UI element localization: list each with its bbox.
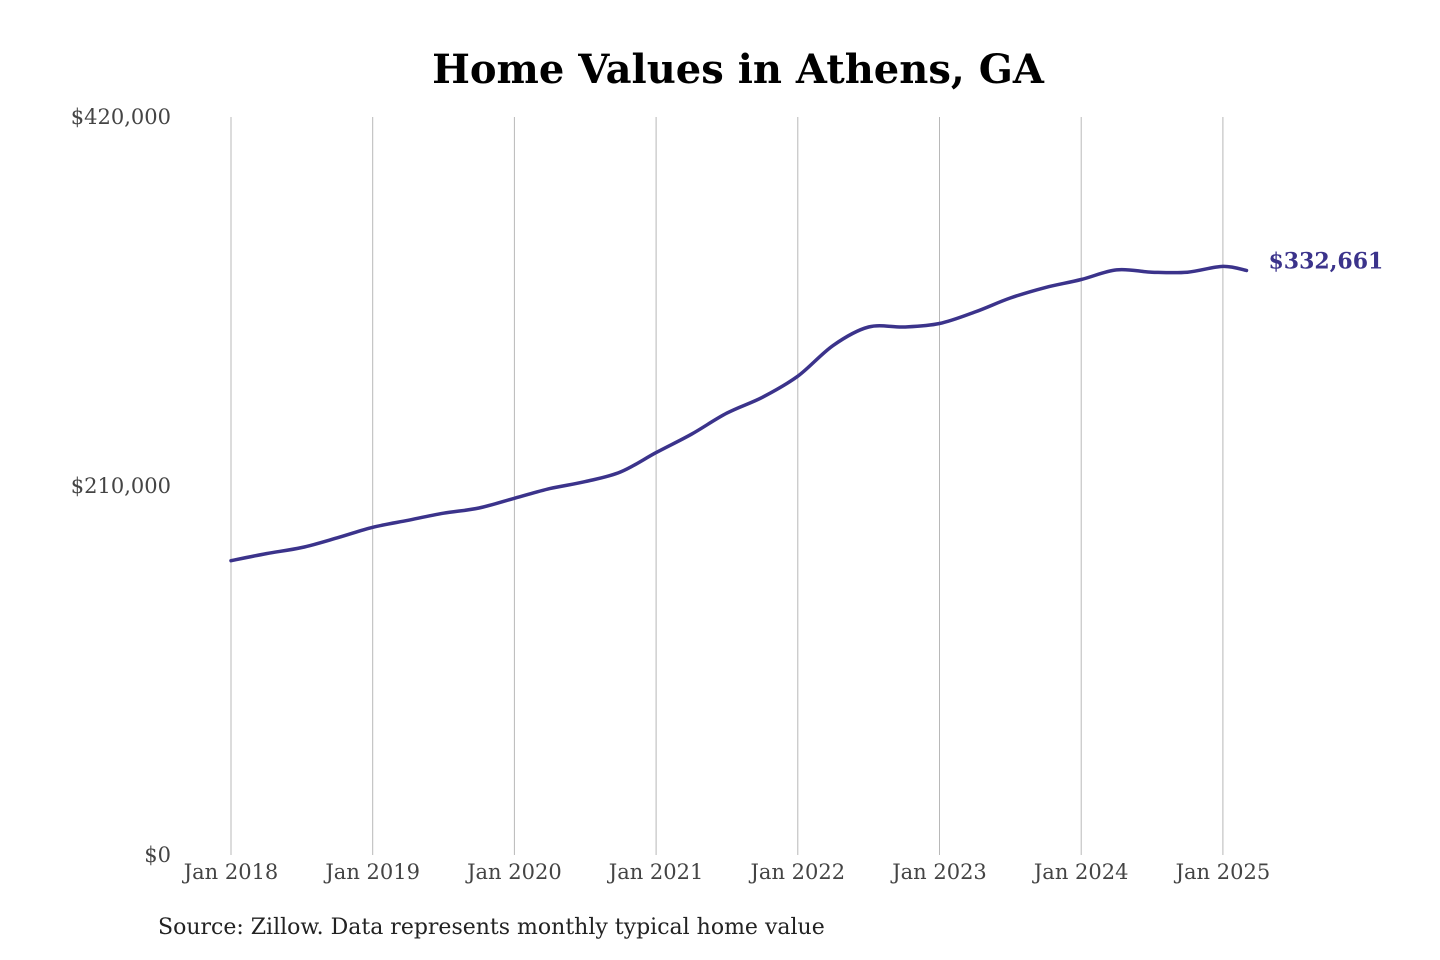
y-axis-tick-labels: $0 $210,000 $420,000 — [71, 105, 171, 867]
x-tick-label: Jan 2022 — [749, 860, 846, 884]
chart-title: Home Values in Athens, GA — [432, 46, 1045, 93]
series-layer — [229, 264, 1249, 563]
y-tick-label: $210,000 — [71, 474, 171, 498]
x-tick-label: Jan 2021 — [607, 860, 704, 884]
x-tick-label: Jan 2023 — [890, 860, 987, 884]
x-tick-label: Jan 2019 — [323, 860, 420, 884]
home-value-line — [229, 264, 1249, 563]
last-value-label: $332,661 — [1269, 249, 1384, 275]
x-tick-label: Jan 2020 — [465, 860, 562, 884]
x-tick-label: Jan 2024 — [1032, 860, 1129, 884]
x-tick-label: Jan 2018 — [182, 860, 279, 884]
y-tick-label: $420,000 — [71, 105, 171, 129]
x-tick-label: Jan 2025 — [1174, 860, 1271, 884]
y-tick-label: $0 — [144, 843, 171, 867]
x-axis-tick-labels: Jan 2018 Jan 2019 Jan 2020 Jan 2021 Jan 2022… — [182, 860, 1270, 884]
grid-lines — [230, 117, 1224, 855]
source-note: Source: Zillow. Data represents monthly … — [158, 915, 825, 940]
